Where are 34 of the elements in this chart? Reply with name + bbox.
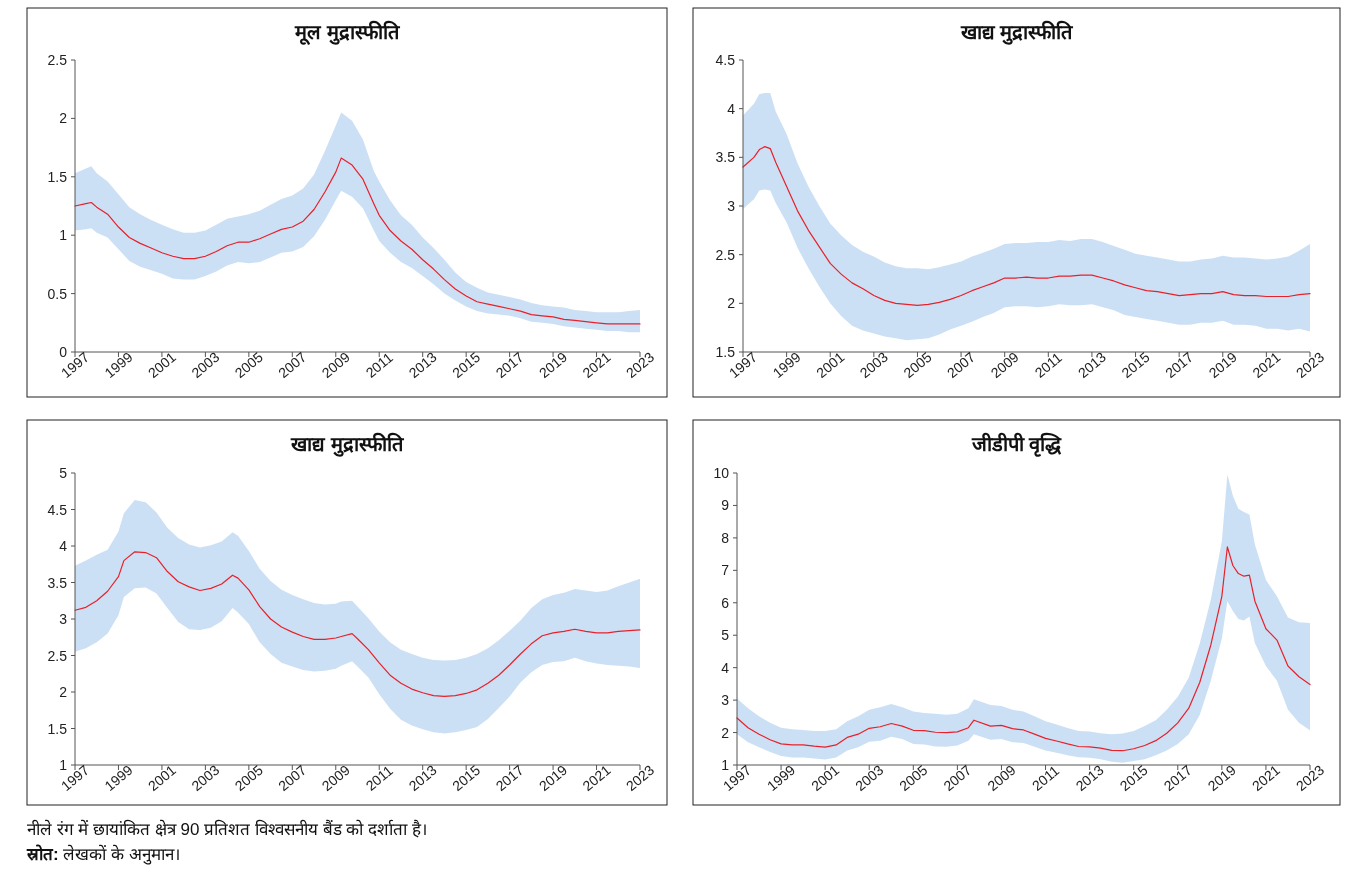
y-tick-label: 6 xyxy=(721,594,730,611)
y-tick-label: 10 xyxy=(713,465,730,481)
y-tick-label: 3.5 xyxy=(47,574,68,591)
y-tick-label: 1 xyxy=(59,227,68,244)
y-tick-label: 1.5 xyxy=(47,720,68,737)
y-tick-label: 3 xyxy=(727,198,736,214)
chart-title: जीडीपी वृद्धि xyxy=(970,432,1063,457)
y-tick-label: 2.5 xyxy=(47,647,68,664)
y-tick-label: 5 xyxy=(59,465,68,481)
chart-title: खाद्य मुद्रास्फीति xyxy=(959,20,1075,45)
y-tick-label: 3 xyxy=(59,611,68,627)
y-tick-label: 2.5 xyxy=(715,246,736,263)
y-tick-label: 2 xyxy=(59,110,68,127)
y-tick-label: 9 xyxy=(721,497,730,514)
y-tick-label: 2 xyxy=(727,295,736,312)
y-tick-label: 2.5 xyxy=(47,52,68,68)
chart-title: मूल मुद्रास्फीति xyxy=(294,20,401,45)
y-tick-label: 4 xyxy=(721,659,730,676)
y-tick-label: 7 xyxy=(721,562,730,579)
y-tick-label: 3 xyxy=(721,692,730,709)
y-tick-label: 4.5 xyxy=(47,501,68,518)
y-tick-label: 4.5 xyxy=(715,52,736,68)
chart-title: खाद्य मुद्रास्फीति xyxy=(290,432,405,457)
y-tick-label: 5 xyxy=(721,627,730,644)
y-tick-label: 2 xyxy=(721,724,730,741)
y-tick-label: 4 xyxy=(59,538,68,554)
y-tick-label: 8 xyxy=(721,529,730,546)
y-tick-label: 2 xyxy=(59,684,68,700)
y-tick-label: 0.5 xyxy=(47,285,68,302)
text: नीले रंग में छायांकित क्षेत्र 90 प्रतिशत विश्वसनीय बैंड को दर्शाता है। xyxy=(27,819,427,839)
y-tick-label: 4 xyxy=(727,100,736,117)
text: स्रोत: लेखकों के अनुमान। xyxy=(26,844,180,865)
y-tick-label: 3.5 xyxy=(715,149,736,166)
y-tick-label: 1.5 xyxy=(47,168,68,185)
